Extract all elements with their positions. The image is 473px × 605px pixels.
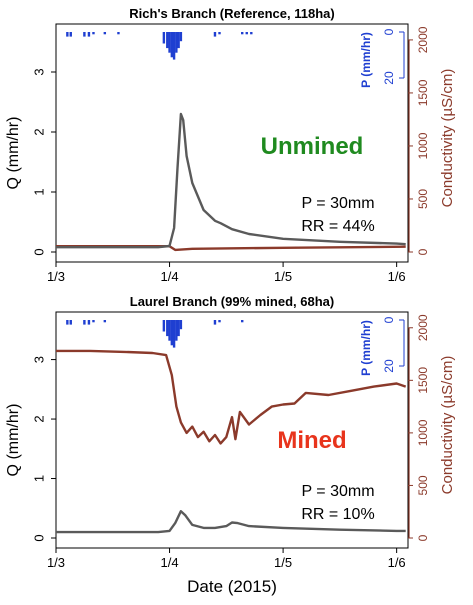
conductivity-series	[56, 349, 407, 445]
precip-bar	[218, 32, 221, 35]
y2-tick-label: 2000	[416, 314, 430, 341]
precip-total: P = 30mm	[301, 195, 374, 212]
precip-bar	[179, 32, 183, 42]
panel-title: Rich's Branch (Reference, 118ha)	[129, 6, 334, 21]
precip-bar	[66, 320, 69, 325]
precip-bar	[66, 32, 69, 37]
y2-axis-label: Conductivity (µS/cm)	[439, 69, 456, 208]
precip-tick-label: 0	[382, 28, 396, 35]
precip-bar	[166, 32, 169, 49]
y-tick-label: 0	[31, 248, 46, 255]
y-tick-label: 2	[31, 128, 46, 135]
precip-bar	[69, 32, 72, 37]
y2-tick-label: 0	[416, 248, 430, 255]
precip-bar	[172, 320, 176, 348]
x-tick-label: 1/4	[161, 269, 179, 284]
precip-axis-label: P (mm/hr)	[359, 320, 373, 376]
x-tick-label: 1/6	[388, 555, 406, 570]
x-tick-label: 1/5	[274, 269, 292, 284]
y-tick-label: 2	[31, 415, 46, 422]
discharge-series	[56, 510, 406, 534]
precip-bar	[168, 32, 171, 53]
precip-bar	[170, 320, 174, 346]
precip-bar	[87, 320, 91, 325]
y-axis-label: Q (mm/hr)	[5, 404, 22, 477]
y2-tick-label: 500	[416, 189, 430, 209]
precip-bar	[250, 32, 253, 35]
runoff-ratio: RR = 10%	[301, 506, 374, 523]
y-tick-label: 3	[31, 68, 46, 75]
precip-bar	[69, 320, 72, 325]
precip-bar	[166, 320, 169, 337]
panel-title: Laurel Branch (99% mined, 68ha)	[130, 294, 334, 309]
plot-frame	[55, 23, 409, 263]
precip-bar	[175, 32, 178, 53]
precip-bar	[213, 32, 217, 37]
y2-tick-label: 1000	[416, 132, 430, 159]
panel-2: Laurel Branch (99% mined, 68ha) 0 1 2 3 Q (mm…	[5, 294, 456, 570]
x-tick-label: 1/4	[161, 555, 179, 570]
y2-axis-label: Conductivity (µS/cm)	[439, 356, 456, 495]
x-tick-label: 1/3	[47, 269, 65, 284]
y2-tick-label: 500	[416, 475, 430, 495]
y-tick-label: 0	[31, 534, 46, 541]
panel-1: Rich's Branch (Reference, 118ha) 0 1 2 3 Q (m…	[5, 6, 456, 284]
y2-tick-label: 0	[416, 534, 430, 541]
precip-tick-label: 20	[382, 71, 396, 85]
precip-tick-label: 20	[382, 359, 396, 373]
x-tick-label: 1/5	[274, 555, 292, 570]
plot-frame	[55, 311, 409, 549]
precip-bar	[218, 320, 221, 323]
precip-bar	[241, 320, 244, 323]
precip-total: P = 30mm	[301, 483, 374, 500]
precip-bar	[92, 320, 95, 323]
y2-tick-label: 2000	[416, 26, 430, 53]
precip-bar	[245, 32, 248, 35]
panel-label: Mined	[277, 427, 346, 454]
precip-bar	[162, 320, 166, 332]
x-axis-label: Date (2015)	[187, 577, 277, 596]
precip-bar	[92, 32, 95, 35]
precip-bar	[170, 32, 174, 58]
x-tick-label: 1/3	[47, 555, 65, 570]
discharge-series	[56, 112, 406, 249]
y2-tick-label: 1000	[416, 419, 430, 446]
precip-axis-label: P (mm/hr)	[359, 32, 373, 88]
precip-bar	[241, 32, 244, 35]
precip-bar	[83, 320, 86, 325]
precip-bar	[162, 32, 166, 44]
precip-bar	[83, 32, 86, 37]
y-axis-label: Q (mm/hr)	[5, 117, 22, 190]
precip-bar	[117, 32, 120, 35]
panel-label: Unmined	[261, 133, 364, 160]
y-tick-label: 1	[31, 475, 46, 482]
precip-tick-label: 0	[382, 316, 396, 323]
y2-tick-label: 1500	[416, 367, 430, 394]
y-tick-label: 3	[31, 356, 46, 363]
precip-bar	[213, 320, 217, 325]
y2-tick-label: 1500	[416, 79, 430, 106]
precip-bar	[175, 320, 178, 341]
precip-bar	[103, 32, 107, 35]
precip-bar	[87, 32, 91, 37]
precip-bar	[179, 320, 183, 330]
precip-bar	[177, 32, 180, 49]
x-tick-label: 1/6	[388, 269, 406, 284]
precip-bar	[177, 320, 180, 337]
runoff-ratio: RR = 44%	[301, 218, 374, 235]
precip-bar	[172, 32, 176, 60]
y-tick-label: 1	[31, 188, 46, 195]
precip-bar	[168, 320, 171, 341]
precip-bar	[103, 320, 107, 323]
